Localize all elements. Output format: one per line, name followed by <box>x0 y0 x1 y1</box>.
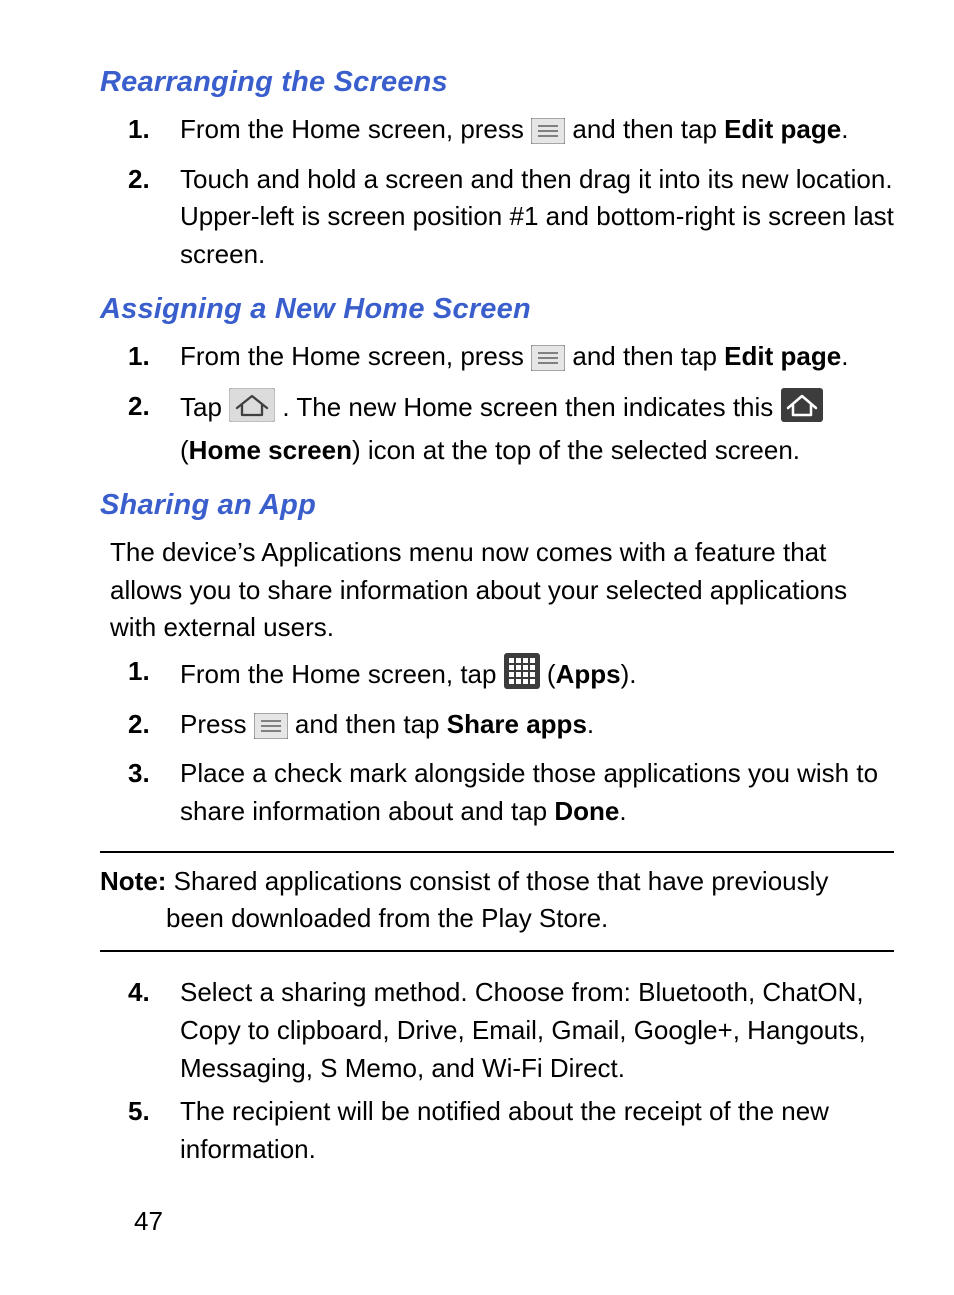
step-text: . <box>619 796 626 826</box>
step-number: 4. <box>128 974 150 1012</box>
step-number: 1. <box>128 653 150 691</box>
step-number: 3. <box>128 755 150 793</box>
note-block: Note: Shared applications consist of tho… <box>100 851 894 952</box>
step-item: 1. From the Home screen, press and then … <box>180 111 894 155</box>
step-text: Touch and hold a screen and then drag it… <box>180 164 894 269</box>
step-item: 2. Touch and hold a screen and then drag… <box>180 161 894 274</box>
step-text: ). <box>621 659 637 689</box>
step-bold: Home screen <box>189 435 352 465</box>
step-text: . <box>841 341 848 371</box>
step-item: 4. Select a sharing method. Choose from:… <box>180 974 894 1087</box>
step-text: ) icon at the top of the selected screen… <box>352 435 800 465</box>
step-text: ( <box>547 659 556 689</box>
steps-sharing: 1. From the Home screen, tap (Apps). 2. … <box>100 653 894 831</box>
heading-sharing: Sharing an App <box>100 484 894 526</box>
note-label: Note: <box>100 866 166 896</box>
step-number: 1. <box>128 338 150 376</box>
step-text: Tap <box>180 392 229 422</box>
step-text: Press <box>180 709 254 739</box>
step-text: The recipient will be notified about the… <box>180 1096 829 1164</box>
steps-rearranging: 1. From the Home screen, press and then … <box>100 111 894 274</box>
step-text: . <box>841 114 848 144</box>
step-text: and then tap <box>572 341 724 371</box>
step-number: 2. <box>128 388 150 426</box>
step-item: 2. Press and then tap Share apps. <box>180 706 894 750</box>
step-item: 5. The recipient will be notified about … <box>180 1093 894 1168</box>
manual-page: Rearranging the Screens 1. From the Home… <box>0 0 954 1280</box>
page-number: 47 <box>134 1203 894 1241</box>
heading-rearranging: Rearranging the Screens <box>100 61 894 103</box>
note-text: Shared applications consist of those tha… <box>166 866 828 934</box>
steps-sharing-cont: 4. Select a sharing method. Choose from:… <box>100 974 894 1168</box>
step-text: and then tap <box>572 114 724 144</box>
menu-icon <box>531 117 565 155</box>
step-bold: Apps <box>556 659 621 689</box>
steps-assigning: 1. From the Home screen, press and then … <box>100 338 894 470</box>
intro-text: The device’s Applications menu now comes… <box>110 534 894 647</box>
step-text: Place a check mark alongside those appli… <box>180 758 878 826</box>
step-text: ( <box>180 435 189 465</box>
step-item: 1. From the Home screen, tap (Apps). <box>180 653 894 700</box>
step-text: From the Home screen, press <box>180 341 531 371</box>
step-number: 5. <box>128 1093 150 1131</box>
step-number: 1. <box>128 111 150 149</box>
apps-grid-icon <box>504 653 540 700</box>
step-bold: Share apps <box>447 709 587 739</box>
step-bold: Done <box>554 796 619 826</box>
step-number: 2. <box>128 161 150 199</box>
heading-assigning: Assigning a New Home Screen <box>100 288 894 330</box>
menu-icon <box>254 712 288 750</box>
menu-icon <box>531 344 565 382</box>
home-dark-icon <box>781 388 823 433</box>
step-number: 2. <box>128 706 150 744</box>
step-item: 1. From the Home screen, press and then … <box>180 338 894 382</box>
step-text: . <box>587 709 594 739</box>
step-bold: Edit page <box>724 114 841 144</box>
step-text: . The new Home screen then indicates thi… <box>282 392 780 422</box>
step-text: From the Home screen, press <box>180 114 531 144</box>
step-text: Select a sharing method. Choose from: Bl… <box>180 977 866 1082</box>
step-text: From the Home screen, tap <box>180 659 504 689</box>
step-item: 3. Place a check mark alongside those ap… <box>180 755 894 830</box>
step-text: and then tap <box>295 709 447 739</box>
step-bold: Edit page <box>724 341 841 371</box>
step-item: 2. Tap . The new Home screen then indica… <box>180 388 894 470</box>
home-outline-icon <box>229 388 275 433</box>
